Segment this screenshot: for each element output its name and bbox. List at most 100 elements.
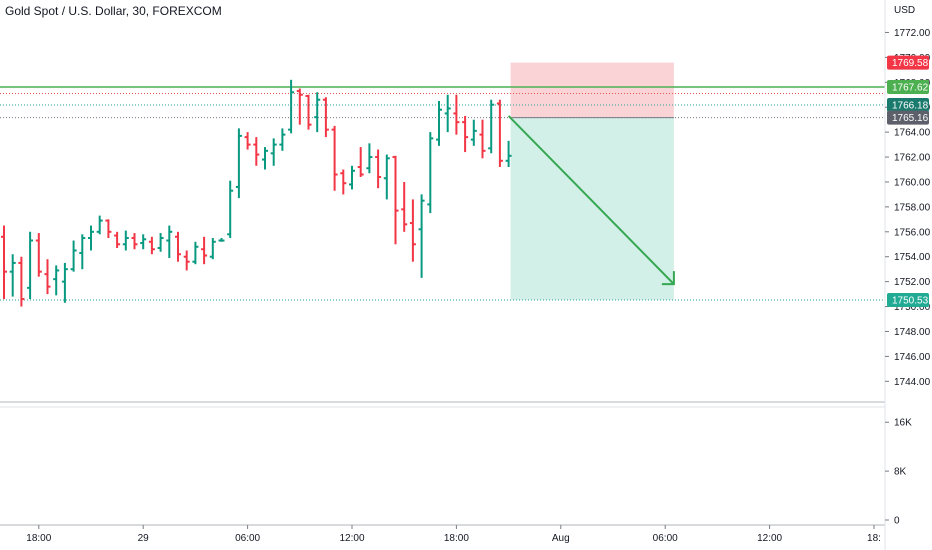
currency-label: USD bbox=[894, 5, 916, 16]
price-tick-label: 1748.00 bbox=[894, 327, 931, 338]
price-tag: 1750.53 bbox=[887, 292, 929, 307]
time-tick-label: 18:00 bbox=[26, 533, 51, 544]
ohlc-bar bbox=[244, 132, 251, 150]
price-tag-bg bbox=[887, 110, 929, 125]
ohlc-bar bbox=[140, 234, 147, 250]
ohlc-bar bbox=[79, 234, 86, 270]
price-tick-label: 1746.00 bbox=[894, 352, 931, 363]
ohlc-bar bbox=[18, 256, 25, 307]
price-tag-label: 1765.16 bbox=[892, 113, 929, 124]
trade-zones bbox=[510, 62, 674, 300]
ohlc-bar bbox=[218, 238, 225, 242]
ohlc-bar bbox=[27, 231, 34, 300]
price-tick-label: 1744.00 bbox=[894, 377, 931, 388]
ohlc-bar bbox=[375, 149, 382, 189]
ohlc-bar bbox=[253, 137, 260, 166]
ohlc-bar bbox=[9, 254, 16, 297]
ohlc-bar bbox=[235, 128, 242, 199]
ohlc-bar bbox=[61, 262, 68, 303]
price-tags: 1769.58 1767.62 1766.18 1765.16 1750.53 bbox=[887, 55, 929, 307]
price-tag: 1769.58 bbox=[887, 55, 929, 70]
ohlc-bar bbox=[227, 180, 234, 239]
price-tick-label: 1752.00 bbox=[894, 277, 931, 288]
time-tick-label: 18:00 bbox=[444, 533, 469, 544]
ohlc-bar bbox=[401, 181, 408, 232]
time-axis[interactable]: 18:00 29 06:00 12:00 18:00 Aug 06:00 12:00 18: bbox=[26, 525, 881, 544]
volume-tick-label: 16K bbox=[894, 418, 912, 429]
time-tick-label: 06:00 bbox=[653, 533, 678, 544]
price-tick-label: 1772.00 bbox=[894, 28, 931, 39]
price-tag-label: 1766.18 bbox=[892, 100, 929, 111]
ohlc-bar bbox=[96, 215, 103, 235]
price-tick-label: 1762.00 bbox=[894, 153, 931, 164]
price-tag-bg bbox=[887, 292, 929, 307]
trend-arrow[interactable] bbox=[507, 115, 675, 286]
price-tag-label: 1767.62 bbox=[892, 83, 929, 94]
ohlc-bar bbox=[279, 128, 286, 151]
ohlc-bar bbox=[453, 94, 460, 135]
ohlc-bar bbox=[201, 236, 208, 265]
price-tick-label: 1756.00 bbox=[894, 227, 931, 238]
ohlc-bars bbox=[1, 79, 512, 307]
ohlc-bar bbox=[496, 99, 503, 168]
ohlc-bar bbox=[444, 94, 451, 133]
ohlc-bar bbox=[409, 199, 416, 262]
time-tick-label: 29 bbox=[138, 533, 150, 544]
price-tick-label: 1758.00 bbox=[894, 202, 931, 213]
ohlc-bar bbox=[349, 165, 355, 190]
ohlc-bar bbox=[114, 231, 121, 248]
price-tag-bg bbox=[887, 97, 929, 112]
price-tag: 1766.18 bbox=[887, 97, 929, 112]
volume-tick-label: 8K bbox=[894, 467, 907, 478]
ohlc-bar bbox=[296, 88, 303, 125]
ohlc-bar bbox=[366, 143, 373, 174]
ohlc-bar bbox=[192, 241, 199, 265]
ohlc-bar bbox=[1, 225, 7, 300]
ohlc-bar bbox=[122, 230, 129, 251]
ohlc-bar bbox=[322, 97, 329, 138]
price-tag-bg bbox=[887, 55, 929, 70]
ohlc-bar bbox=[88, 225, 94, 251]
price-tick-label: 1764.00 bbox=[894, 128, 931, 139]
ohlc-bar bbox=[166, 225, 173, 258]
time-tick-label: 06:00 bbox=[235, 533, 260, 544]
ohlc-bar bbox=[35, 233, 42, 277]
chart-title: Gold Spot / U.S. Dollar, 30, FOREXCOM bbox=[5, 4, 222, 18]
volume-axis[interactable]: 0 8K 16K bbox=[885, 418, 912, 527]
ohlc-bar bbox=[131, 233, 138, 250]
price-tick-label: 1760.00 bbox=[894, 177, 931, 188]
ohlc-bar bbox=[148, 236, 155, 255]
time-tick-label: 12:00 bbox=[339, 533, 364, 544]
price-tag: 1767.62 bbox=[887, 80, 929, 95]
ohlc-bar bbox=[331, 125, 338, 191]
time-tick-label: 12:00 bbox=[757, 533, 782, 544]
ohlc-bar bbox=[479, 119, 486, 159]
time-tick-label: Aug bbox=[552, 533, 570, 544]
ohlc-bar bbox=[305, 94, 312, 130]
price-tag-label: 1769.58 bbox=[892, 58, 929, 69]
ohlc-bar bbox=[505, 140, 512, 168]
ohlc-bar bbox=[470, 119, 477, 146]
ohlc-bar bbox=[70, 240, 77, 272]
arrow-head bbox=[661, 271, 675, 286]
price-tag: 1765.16 bbox=[887, 110, 929, 125]
ohlc-bar bbox=[340, 169, 347, 195]
take-profit-zone[interactable] bbox=[510, 117, 674, 300]
ohlc-bar bbox=[183, 250, 190, 271]
arrow-shaft bbox=[507, 115, 675, 285]
ohlc-bar bbox=[209, 238, 216, 260]
ohlc-bar bbox=[175, 231, 181, 262]
ohlc-bar bbox=[288, 79, 295, 134]
ohlc-bar bbox=[488, 99, 495, 154]
stop-loss-zone[interactable] bbox=[510, 62, 674, 118]
horizontal-lines bbox=[0, 86, 885, 301]
ohlc-bar bbox=[462, 115, 469, 153]
ohlc-bar bbox=[392, 155, 399, 245]
ohlc-bar bbox=[53, 265, 60, 296]
ohlc-bar bbox=[105, 219, 112, 239]
ohlc-bar bbox=[262, 147, 268, 170]
price-tag-bg bbox=[887, 80, 929, 95]
ohlc-bar bbox=[357, 147, 364, 177]
